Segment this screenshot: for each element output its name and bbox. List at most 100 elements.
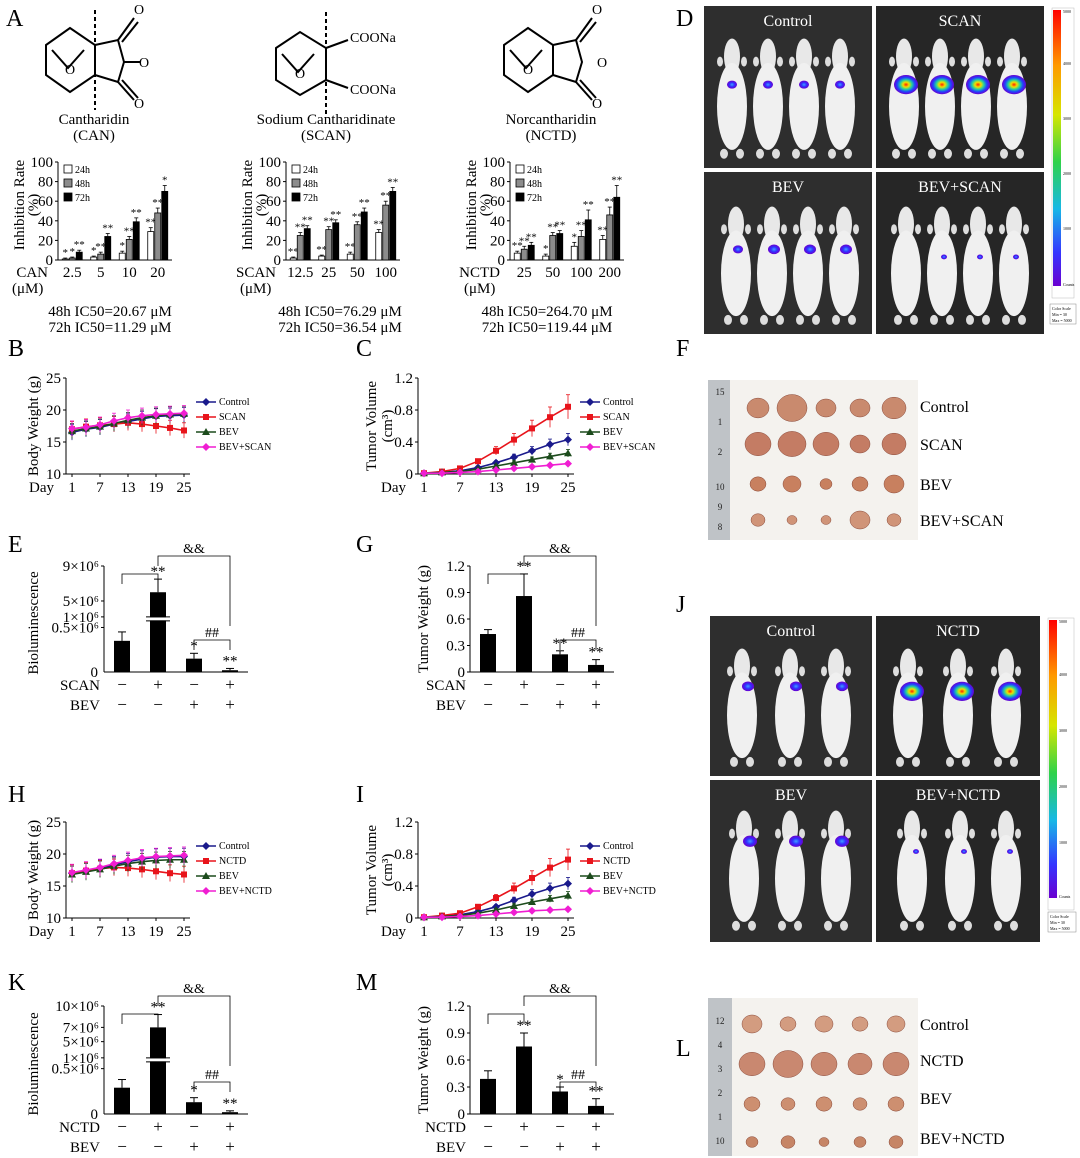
data-point <box>510 896 518 905</box>
y-axis-label: Body Weight (g) <box>26 376 42 476</box>
scan-coona-bottom: COONa <box>350 83 397 98</box>
bar <box>556 233 564 261</box>
x-tick-label: 20 <box>150 265 165 281</box>
data-point <box>152 852 160 861</box>
imaging-j-label-bev: BEV <box>775 787 807 804</box>
x-tick-label: 10 <box>122 265 137 281</box>
mouse-paw <box>753 828 759 839</box>
significance-mark: * <box>543 243 549 255</box>
mouse-paw <box>825 56 831 67</box>
bar <box>222 1112 238 1114</box>
tumor-specimen <box>847 1052 873 1076</box>
y-axis-label: Tumor Weight (g) <box>416 565 432 673</box>
tumor-specimen <box>886 513 902 527</box>
significance-mark: ** <box>95 241 106 253</box>
mouse-foot <box>808 148 816 159</box>
treatment-sign: + <box>591 1137 601 1156</box>
mouse-foot <box>1000 148 1008 159</box>
tumor-row-label-l-nctd: NCTD <box>920 1053 964 1070</box>
mouse-foot <box>746 756 754 767</box>
mouse-foot <box>840 920 848 931</box>
data-point <box>546 906 554 914</box>
colorscale-j-1: Color Scale <box>1050 914 1069 919</box>
tumor-specimen <box>780 1097 796 1111</box>
tumor-specimens-l <box>738 1014 910 1149</box>
data-point <box>493 447 499 454</box>
tumor-signal <box>743 835 757 847</box>
tumor-specimen <box>851 476 869 492</box>
mouse-foot <box>946 756 954 767</box>
significance-mark: * <box>556 1072 564 1088</box>
mouse-paw <box>969 828 975 839</box>
y-tick-label: 0 <box>46 253 54 269</box>
y-tick-label: 40 <box>38 214 53 230</box>
mouse-body <box>727 672 757 759</box>
mouse-body <box>753 62 783 150</box>
significance-mark: ** <box>512 240 523 252</box>
treatment-row-label: BEV <box>436 1140 466 1156</box>
mouse-paw <box>729 828 735 839</box>
y-tick-label: 0.6 <box>446 1053 465 1069</box>
significance-mark: ** <box>352 211 363 223</box>
mouse-foot <box>794 920 802 931</box>
legend-label: 48h <box>75 179 90 190</box>
tumor-specimen <box>741 1014 763 1034</box>
mouse-paw <box>849 56 855 67</box>
mouse-paw <box>917 666 923 677</box>
compound-name-can: Cantharidin <box>59 112 130 128</box>
colorbar-bottom-d: Counts <box>1063 282 1075 287</box>
x-tick-label: 25 <box>177 924 192 940</box>
y-tick-label: 15 <box>46 435 61 451</box>
y-axis-label: Inhibition Rate <box>240 159 256 250</box>
mice-group-j <box>727 648 1022 931</box>
legend-marker <box>202 887 210 895</box>
legend-swatch <box>291 164 301 174</box>
tumor-specimen <box>852 1097 868 1111</box>
x-unit-label: (μM) <box>12 281 43 297</box>
bar <box>513 252 521 261</box>
mice-group-d <box>717 38 1029 325</box>
mouse-foot <box>776 314 784 325</box>
mouse-foot <box>1002 314 1010 325</box>
y-tick-label: 15 <box>46 879 61 895</box>
y-axis-unit: (%) <box>26 194 42 217</box>
imaging-panel-j: Control NCTD BEV BEV+NCTD <box>710 616 1040 942</box>
mouse-paw <box>751 666 757 677</box>
ruler-f-label-5: 9 <box>718 502 723 512</box>
data-point <box>564 449 572 457</box>
treatment-sign: − <box>189 1117 199 1136</box>
can-oxygen-top: O <box>134 3 144 18</box>
treatment-sign: + <box>519 1117 529 1136</box>
data-point <box>528 455 536 463</box>
tumor-signal <box>930 75 954 95</box>
x-tick-label: 200 <box>599 265 622 281</box>
x-tick-label: 12.5 <box>287 265 313 281</box>
data-point <box>564 905 572 914</box>
ruler-l-label-6: 10 <box>716 1136 726 1146</box>
tumor-specimen <box>746 397 770 419</box>
tumor-signal <box>768 244 780 255</box>
mouse-foot <box>980 148 988 159</box>
mouse-body <box>821 834 851 922</box>
mouse-foot <box>772 148 780 159</box>
x-tick-label: 7 <box>96 924 104 940</box>
bar <box>296 235 304 261</box>
data-point <box>180 851 188 860</box>
mouse-foot <box>792 148 800 159</box>
y-tick-label: 20 <box>38 233 53 249</box>
data-point <box>152 410 160 419</box>
significance-mark: ** <box>323 216 334 228</box>
tumor-signal <box>840 244 852 255</box>
colorbar-d: 5000 4000 3000 2000 1000 Counts Color Sc… <box>1049 7 1077 325</box>
tumor-signal <box>835 835 849 847</box>
tumor-specimen <box>750 513 766 527</box>
mouse-paw <box>717 56 723 67</box>
legend-marker <box>203 414 209 420</box>
tumor-signal <box>799 80 809 89</box>
ruler-l-label-2: 4 <box>718 1040 723 1050</box>
y-tick-label: 0.4 <box>394 435 413 451</box>
mouse-foot <box>964 148 972 159</box>
